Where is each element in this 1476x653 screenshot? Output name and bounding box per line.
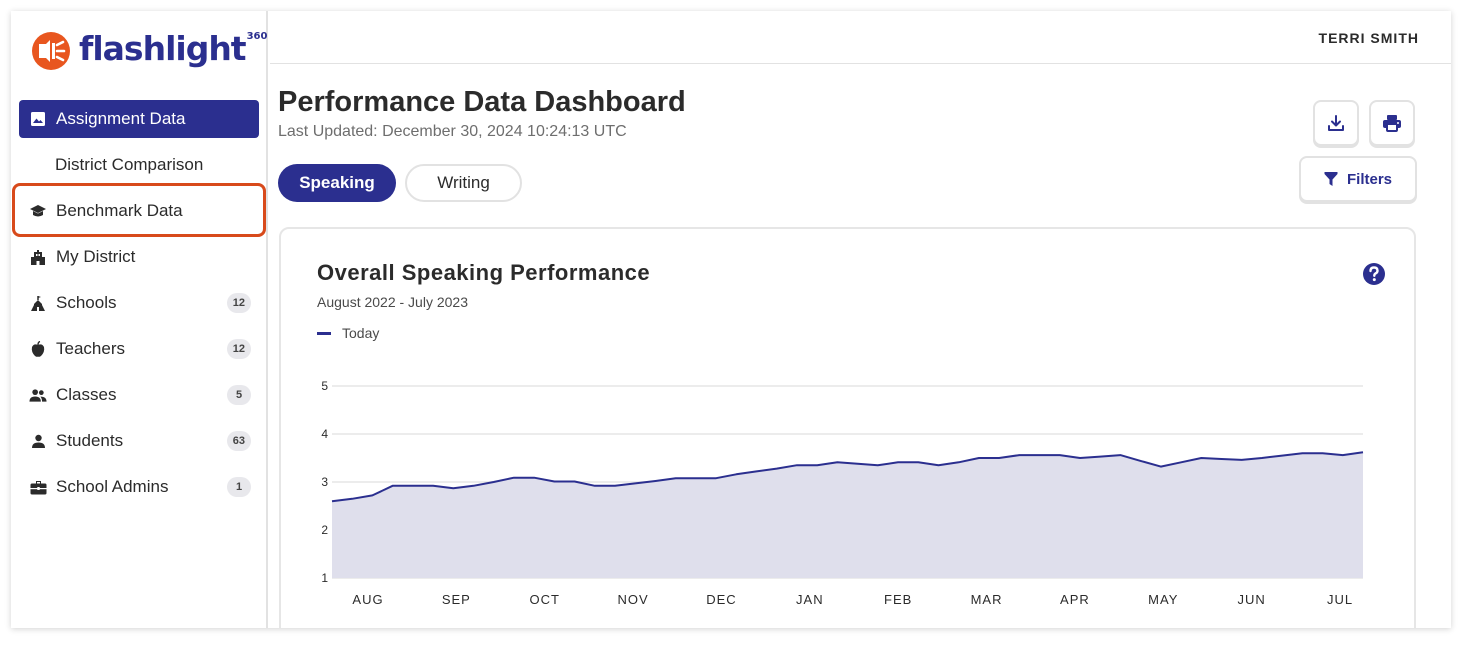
count-badge: 63: [226, 431, 251, 451]
sidebar-item-label: My District: [56, 247, 136, 266]
count-badge: 12: [226, 339, 251, 359]
last-updated-text: Last Updated: December 30, 2024 10:24:13…: [278, 123, 627, 140]
sidebar-item-label: Teachers: [56, 339, 125, 358]
graduation-cap-icon: [29, 202, 47, 220]
download-icon: [1328, 115, 1344, 131]
school-icon: [29, 294, 47, 312]
x-tick-label: JAN: [796, 592, 824, 607]
y-tick-label: 4: [321, 427, 328, 441]
sidebar-item-district-comparison[interactable]: District Comparison: [19, 146, 259, 184]
performance-card: Overall Speaking Performance August 2022…: [279, 227, 1416, 628]
briefcase-icon: [29, 478, 47, 496]
print-icon: [1383, 115, 1401, 132]
x-tick-label: NOV: [618, 592, 649, 607]
filters-button[interactable]: Filters: [1299, 156, 1417, 202]
speaking-performance-chart[interactable]: 1 2 3 4 5 AUG SEP OCT NOV DEC JAN FEB MAR APR MAY JUN JU…: [281, 229, 1414, 628]
sidebar-item-label: Assignment Data: [56, 109, 186, 128]
sidebar-item-my-district[interactable]: My District: [19, 238, 259, 276]
tab-writing[interactable]: Writing: [405, 164, 522, 202]
y-tick-label: 5: [321, 379, 328, 393]
image-icon: [29, 110, 47, 128]
users-icon: [29, 386, 47, 404]
count-badge: 1: [227, 477, 251, 497]
x-tick-label: OCT: [530, 592, 560, 607]
x-tick-label: AUG: [352, 592, 383, 607]
apple-icon: [29, 340, 47, 358]
filter-icon: [1324, 172, 1338, 186]
card-title: Overall Speaking Performance: [317, 260, 651, 285]
tab-speaking[interactable]: Speaking: [278, 164, 396, 202]
print-button[interactable]: [1369, 100, 1415, 146]
x-tick-label: MAR: [971, 592, 1003, 607]
sidebar-item-schools[interactable]: Schools 12: [19, 284, 259, 322]
flashlight-logo-icon: [32, 32, 70, 70]
sidebar-item-label: School Admins: [56, 477, 169, 496]
sidebar-item-label: Benchmark Data: [56, 201, 183, 220]
app-window: flashlight 360 Assignment Data District …: [11, 11, 1451, 628]
x-tick-label: MAY: [1148, 592, 1178, 607]
user-icon: [29, 432, 47, 450]
download-button[interactable]: [1313, 100, 1359, 146]
sidebar-item-students[interactable]: Students 63: [19, 422, 259, 460]
series-area: [332, 452, 1363, 578]
series-line: [331, 451, 1364, 503]
sidebar-item-label: Schools: [56, 293, 117, 312]
y-tick-label: 1: [321, 571, 328, 585]
x-tick-label: JUL: [1327, 592, 1353, 607]
help-icon[interactable]: [1362, 262, 1386, 286]
filters-label: Filters: [1346, 170, 1392, 188]
sidebar-item-label: Classes: [56, 385, 117, 404]
x-tick-label: SEP: [442, 592, 471, 607]
sidebar-item-classes[interactable]: Classes 5: [19, 376, 259, 414]
card-subtitle: August 2022 - July 2023: [317, 294, 468, 310]
sidebar-item-teachers[interactable]: Teachers 12: [19, 330, 259, 368]
brand-name: flashlight: [79, 29, 247, 68]
legend-swatch: [317, 331, 331, 335]
building-icon: [29, 248, 47, 266]
sidebar-item-benchmark-data[interactable]: Benchmark Data: [19, 192, 259, 230]
sidebar-item-label: District Comparison: [55, 155, 204, 174]
legend-label: Today: [342, 325, 380, 341]
chart-legend[interactable]: Today: [317, 325, 379, 341]
x-tick-label: APR: [1060, 592, 1090, 607]
page-title: Performance Data Dashboard: [278, 86, 686, 118]
count-badge: 12: [226, 293, 251, 313]
sidebar-item-assignment-data[interactable]: Assignment Data: [19, 100, 259, 138]
y-tick-label: 3: [321, 475, 328, 489]
x-tick-label: JUN: [1237, 592, 1265, 607]
y-tick-label: 2: [321, 523, 328, 537]
sidebar-nav: Assignment Data District Comparison Benc…: [19, 100, 259, 514]
x-tick-label: FEB: [884, 592, 912, 607]
brand-logo[interactable]: flashlight 360: [31, 29, 267, 73]
top-bar: TERRI SMITH: [270, 11, 1451, 64]
count-badge: 5: [227, 385, 251, 405]
brand-sup: 360: [246, 31, 268, 42]
user-menu[interactable]: TERRI SMITH: [1318, 30, 1419, 46]
x-tick-label: DEC: [706, 592, 736, 607]
sidebar-item-label: Students: [56, 431, 124, 450]
sidebar-item-school-admins[interactable]: School Admins 1: [19, 468, 259, 506]
sidebar: flashlight 360 Assignment Data District …: [11, 11, 268, 628]
